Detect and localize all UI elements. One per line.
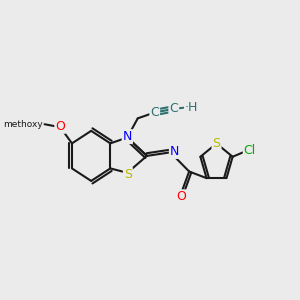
Text: C: C <box>150 106 159 119</box>
Text: methoxy: methoxy <box>4 120 43 129</box>
Text: S: S <box>124 168 132 181</box>
Text: Cl: Cl <box>244 144 256 157</box>
Text: N: N <box>170 145 179 158</box>
Text: N: N <box>123 130 132 143</box>
Text: S: S <box>212 137 220 150</box>
Text: C: C <box>169 102 178 116</box>
Text: O: O <box>176 190 186 203</box>
Text: O: O <box>55 120 65 133</box>
Text: ·H: ·H <box>184 101 198 114</box>
